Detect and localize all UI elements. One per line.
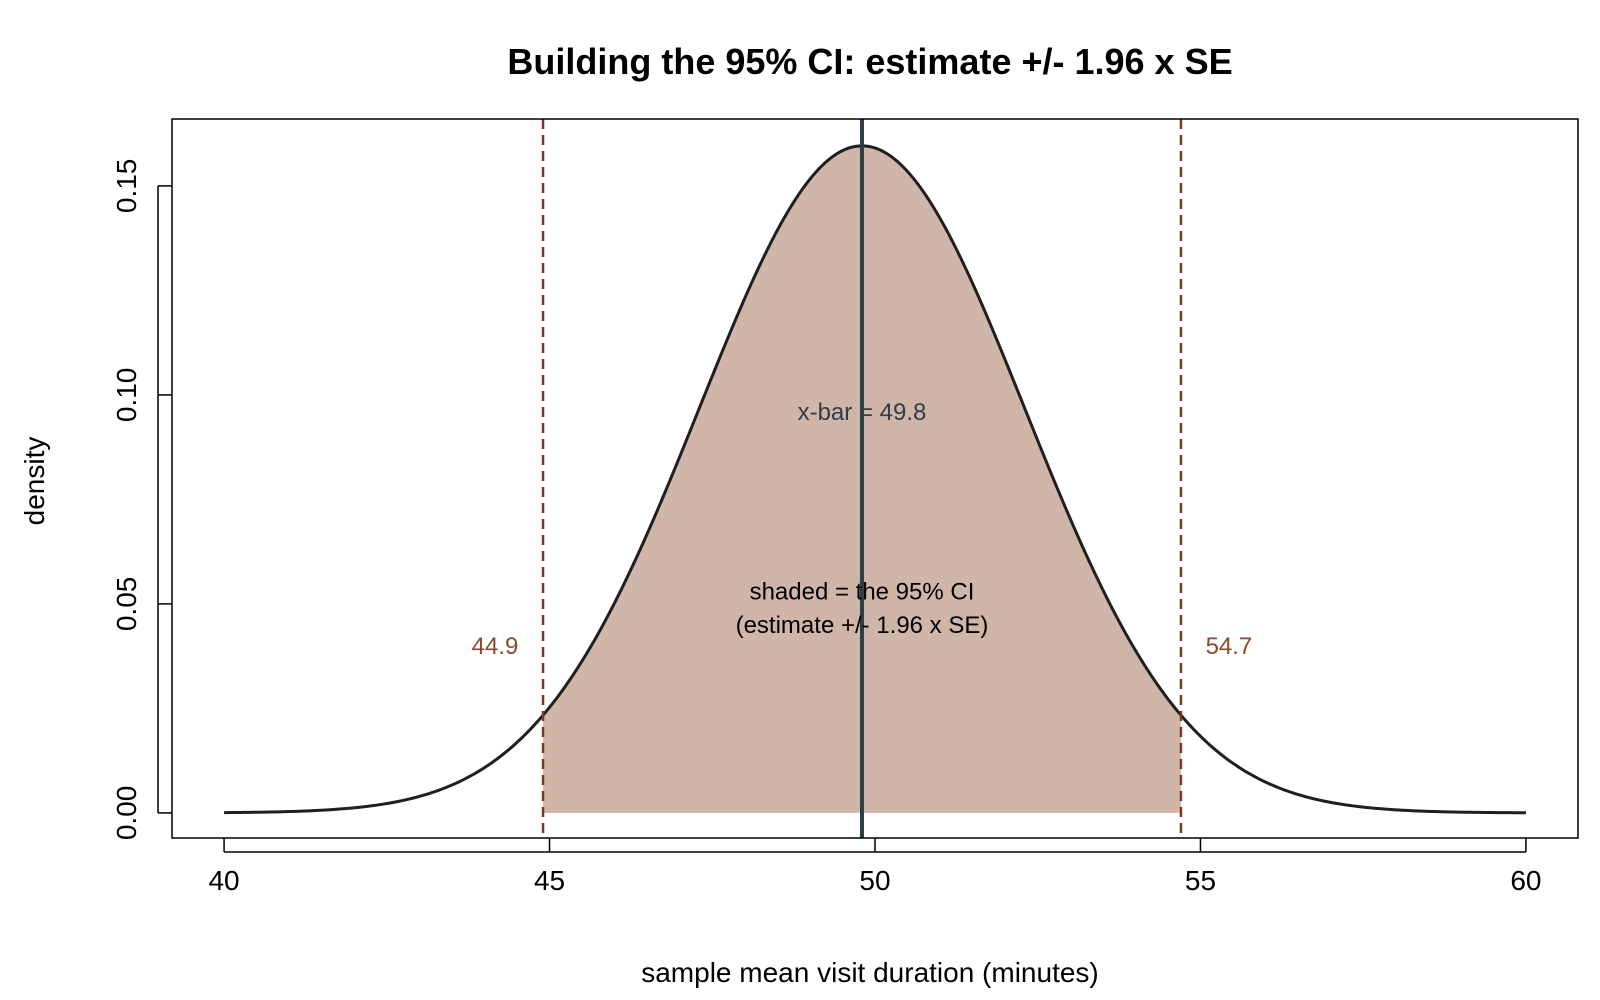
shade-note-line-1: shaded = the 95% CI	[750, 579, 975, 606]
y-tick-label: 0.10	[111, 368, 142, 423]
x-tick-label: 55	[1185, 865, 1216, 896]
y-axis-label: density	[19, 437, 50, 526]
x-tick-label: 45	[534, 865, 565, 896]
plot-area: 40 45 50 55 60 0.00 0.05 0.10 0.15	[111, 118, 1579, 896]
estimate-label: x-bar = 49.8	[798, 399, 927, 426]
density-curve	[224, 144, 1526, 815]
y-tick-label: 0.05	[111, 577, 142, 632]
shade-note-line-2: (estimate +/- 1.96 x SE)	[736, 612, 989, 639]
x-axis-label: sample mean visit duration (minutes)	[641, 957, 1099, 988]
x-tick-label: 40	[208, 865, 239, 896]
y-tick-label: 0.15	[111, 159, 142, 214]
x-tick-label: 60	[1510, 865, 1541, 896]
chart-title: Building the 95% CI: estimate +/- 1.96 x…	[507, 41, 1232, 82]
ci-upper-label: 54.7	[1206, 633, 1253, 660]
ci-lower-label: 44.9	[472, 633, 519, 660]
x-tick-label: 50	[859, 865, 890, 896]
y-tick-label: 0.00	[111, 786, 142, 841]
